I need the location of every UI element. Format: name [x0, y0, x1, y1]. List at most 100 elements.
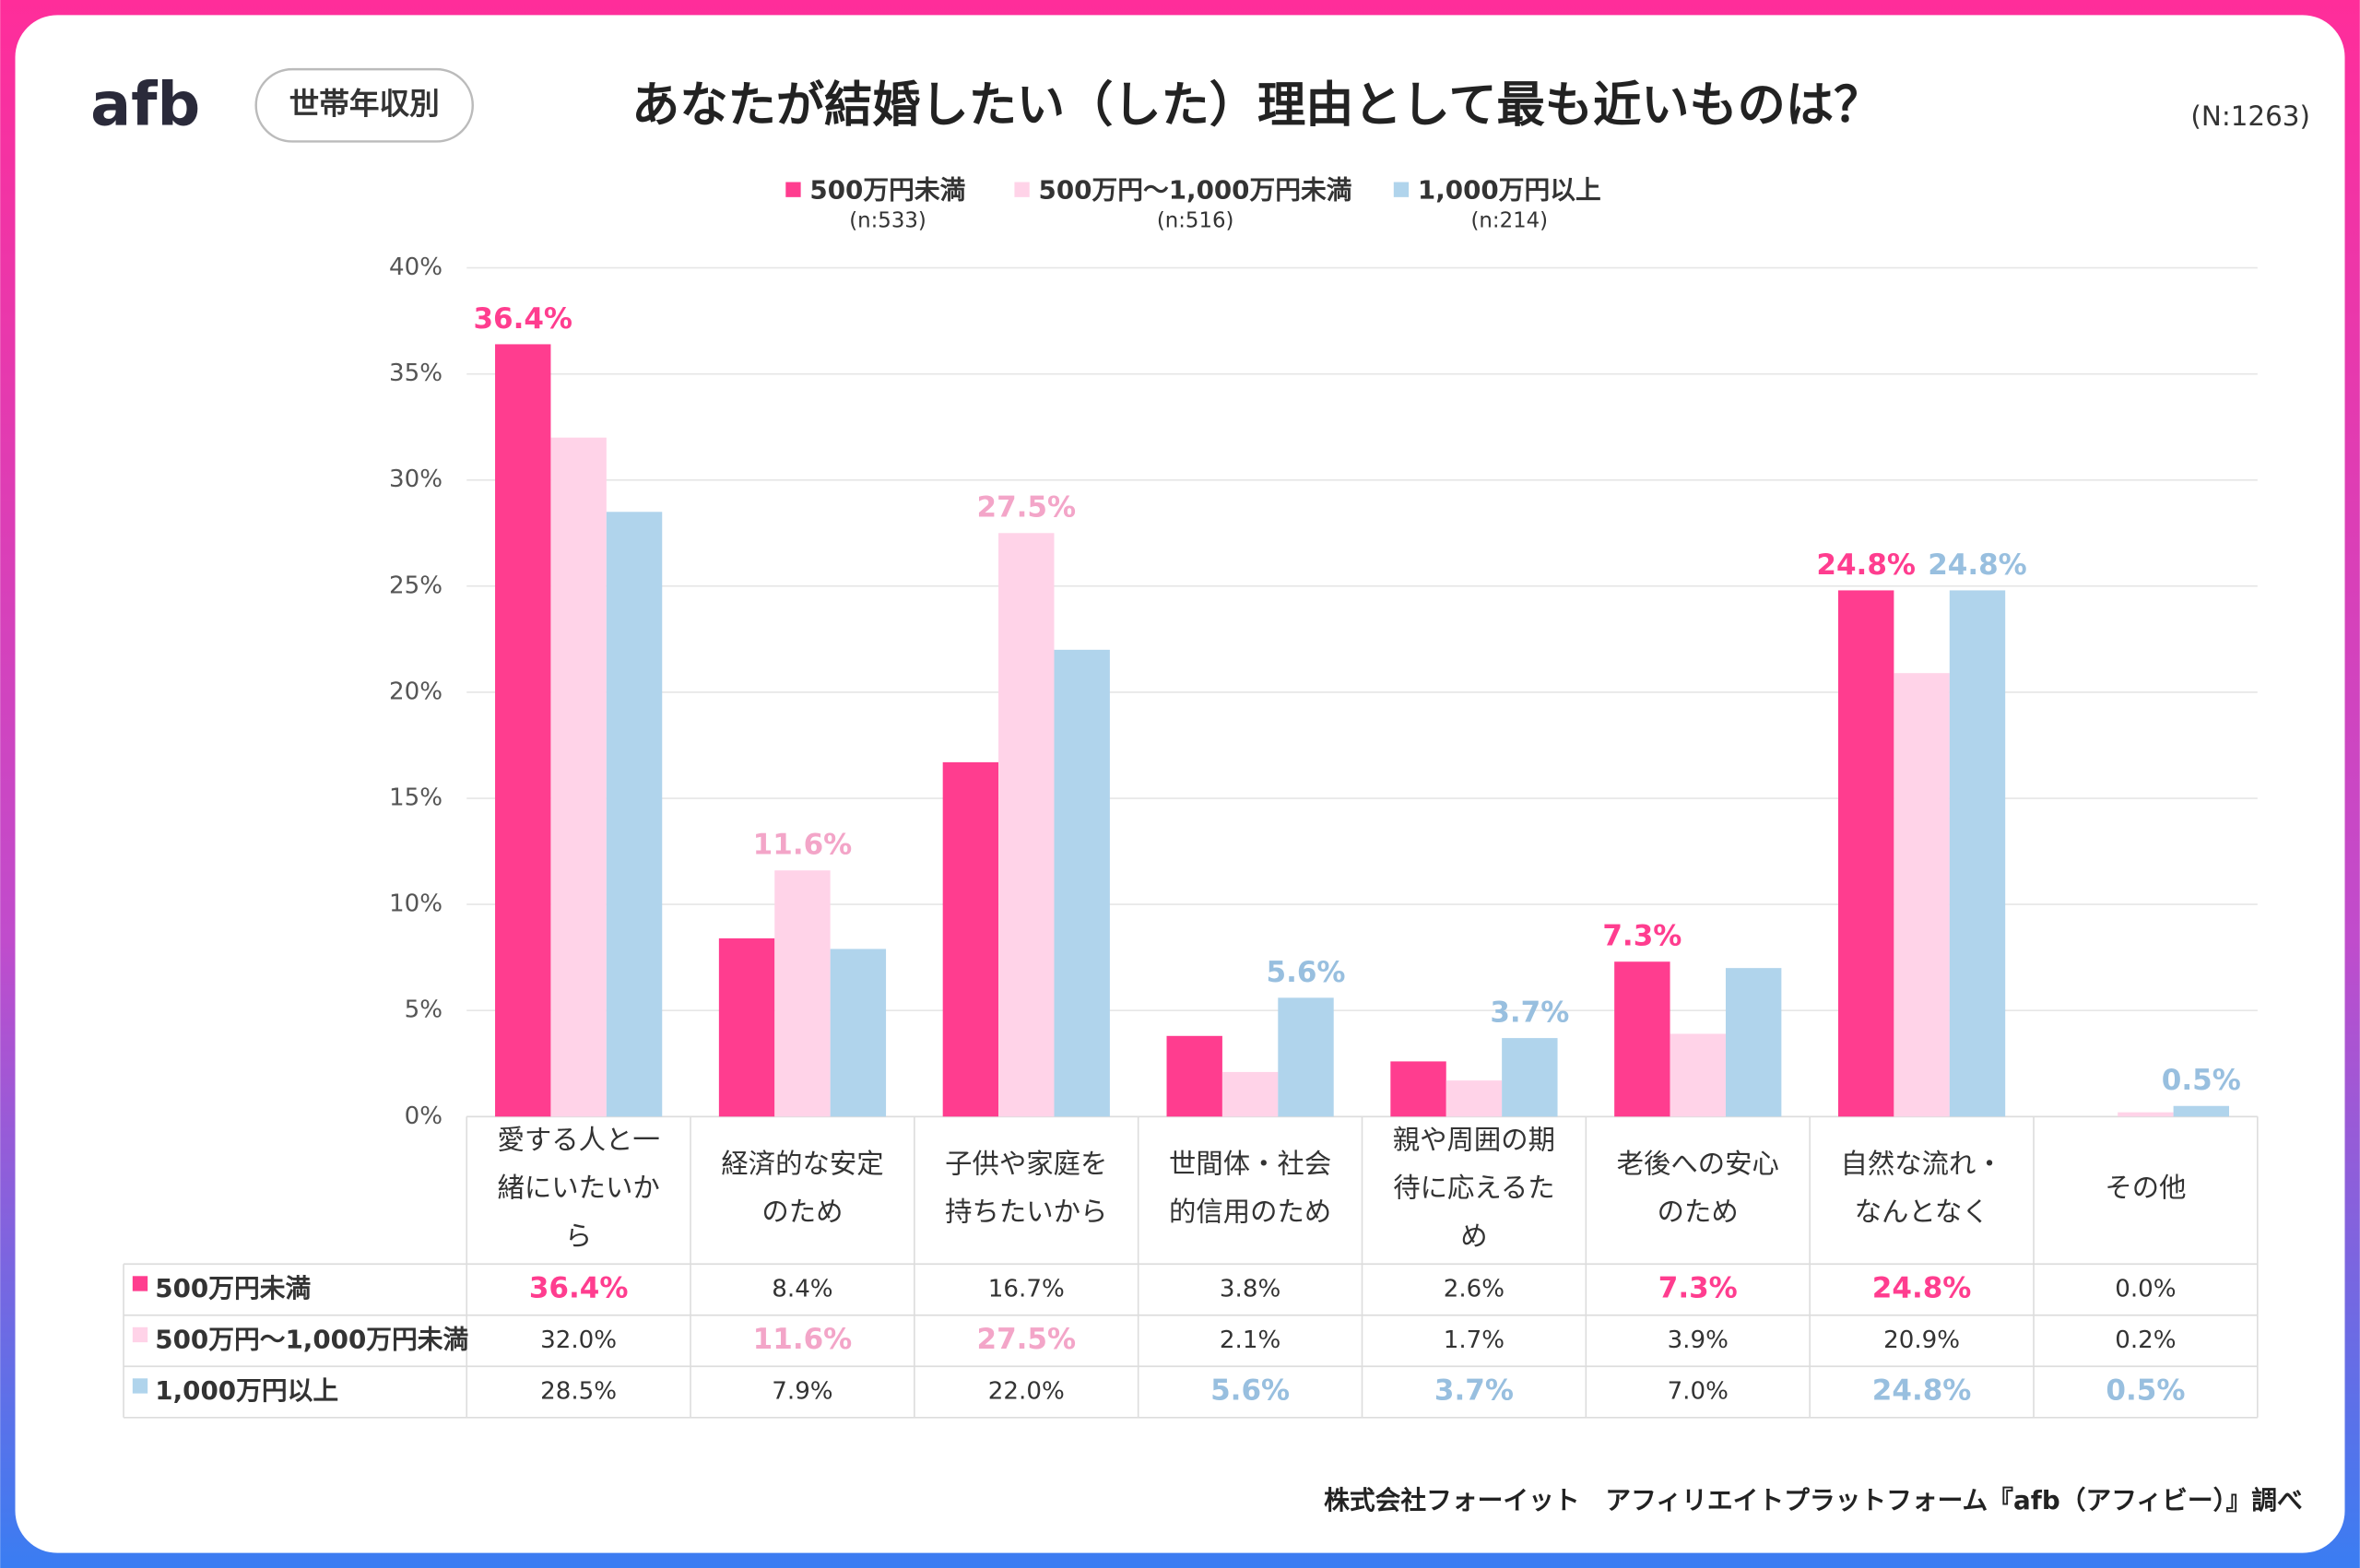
bar — [550, 437, 607, 1117]
badge: 世帯年収別 — [289, 86, 440, 121]
table-cell: 3.9% — [1668, 1326, 1729, 1354]
table-cell: 1.7% — [1444, 1326, 1504, 1354]
x-tick-line: 持ちたいから — [945, 1196, 1107, 1227]
table-cell: 5.6% — [1210, 1374, 1290, 1408]
x-tick-line: 世間体・社会 — [1169, 1148, 1331, 1179]
table-cell: 24.8% — [1872, 1271, 1972, 1304]
legend-label: 500万円〜1,000万円未満 — [1039, 174, 1352, 205]
table-cell: 11.6% — [753, 1323, 853, 1356]
data-label: 11.6% — [753, 829, 853, 862]
bar — [1390, 1061, 1446, 1117]
data-label: 5.6% — [1267, 956, 1346, 989]
data-label: 24.8% — [1928, 548, 2027, 582]
y-tick-label: 40% — [389, 253, 442, 281]
data-label: 3.7% — [1490, 996, 1569, 1029]
card — [15, 15, 2345, 1553]
table-swatch — [132, 1326, 148, 1343]
x-tick-line: 親や周囲の期 — [1393, 1124, 1555, 1155]
table-cell: 22.0% — [988, 1378, 1065, 1406]
bar — [2118, 1112, 2174, 1117]
bar — [2173, 1105, 2230, 1117]
legend-label: 1,000万円以上 — [1418, 174, 1601, 205]
table-cell: 28.5% — [540, 1378, 617, 1406]
table-cell: 3.7% — [1434, 1374, 1514, 1408]
bar — [1054, 649, 1110, 1117]
x-tick-line: 緒にいたいか — [498, 1172, 660, 1203]
x-tick-line: め — [1460, 1220, 1487, 1251]
x-tick-line: 愛する人と一 — [498, 1124, 660, 1155]
data-label: 0.5% — [2162, 1064, 2241, 1097]
table-cell: 24.8% — [1872, 1374, 1972, 1408]
x-tick-line: 待に応えるた — [1393, 1172, 1554, 1203]
table-cell: 7.0% — [1668, 1378, 1729, 1406]
bar — [718, 937, 775, 1117]
x-tick-label: 経済的な安定のため — [721, 1148, 883, 1227]
table-cell: 16.7% — [988, 1275, 1065, 1303]
bar — [1670, 1033, 1726, 1117]
y-tick-label: 20% — [389, 678, 442, 705]
bar — [1725, 968, 1782, 1117]
legend-n: (n:533) — [849, 208, 926, 232]
bar — [495, 344, 551, 1117]
bar — [1278, 997, 1334, 1117]
x-tick-line: ら — [565, 1220, 592, 1251]
legend-swatch — [785, 182, 801, 197]
x-tick-line: 自然な流れ・ — [1840, 1148, 2002, 1179]
table-row-label: 500万円未満 — [155, 1273, 311, 1303]
sample-size: (N:1263) — [2190, 100, 2310, 132]
legend-n: (n:214) — [1471, 208, 1549, 232]
x-tick-line: のため — [761, 1196, 843, 1227]
x-tick-line: なんとなく — [1855, 1196, 1989, 1227]
x-tick-line: のため — [1658, 1196, 1739, 1227]
table-cell: 7.9% — [772, 1378, 832, 1406]
table-row-label: 500万円〜1,000万円未満 — [155, 1325, 468, 1355]
bar — [606, 512, 663, 1117]
bar — [1949, 590, 2006, 1117]
table-cell: 2.1% — [1220, 1326, 1280, 1354]
chart-title: あなたが結婚したい（した）理由として最も近いものは？ — [631, 78, 1882, 134]
table-swatch — [132, 1378, 148, 1394]
table-cell: 0.0% — [2115, 1275, 2176, 1303]
y-tick-label: 30% — [389, 466, 442, 493]
data-label: 36.4% — [473, 302, 572, 336]
bar — [1837, 590, 1894, 1117]
x-tick-line: 子供や家庭を — [945, 1148, 1107, 1179]
x-tick-label: 愛する人と一緒にいたいから — [498, 1124, 660, 1251]
x-tick-line: 老後への安心 — [1617, 1148, 1779, 1179]
bar — [1166, 1035, 1222, 1117]
table-cell: 32.0% — [540, 1326, 617, 1354]
x-tick-label: その他 — [2105, 1172, 2186, 1203]
bar — [1502, 1038, 1558, 1117]
table-cell: 0.5% — [2106, 1374, 2185, 1408]
x-tick-label: 子供や家庭を持ちたいから — [945, 1148, 1107, 1227]
x-tick-label: 老後への安心のため — [1617, 1148, 1779, 1227]
bar — [942, 761, 999, 1117]
table-cell: 27.5% — [977, 1323, 1077, 1356]
table-cell: 36.4% — [529, 1271, 629, 1304]
table-cell: 0.2% — [2115, 1326, 2176, 1354]
bar — [998, 533, 1055, 1117]
logo: afb — [90, 70, 200, 140]
table-cell: 8.4% — [772, 1275, 832, 1303]
x-tick-label: 親や周囲の期待に応えるため — [1393, 1124, 1555, 1251]
legend-swatch — [1014, 182, 1030, 197]
bar — [1221, 1071, 1279, 1117]
x-tick-line: 経済的な安定 — [721, 1148, 883, 1179]
data-label: 27.5% — [977, 491, 1077, 525]
table-swatch — [132, 1276, 148, 1291]
y-tick-label: 0% — [405, 1102, 442, 1130]
table-row-label: 1,000万円以上 — [155, 1375, 338, 1406]
table-cell: 3.8% — [1220, 1275, 1280, 1303]
bar — [1446, 1080, 1503, 1117]
x-tick-line: 的信用のため — [1169, 1196, 1331, 1227]
y-tick-label: 10% — [389, 890, 442, 918]
y-tick-label: 5% — [405, 996, 442, 1024]
x-tick-label: 自然な流れ・なんとなく — [1840, 1148, 2002, 1227]
table-cell: 2.6% — [1444, 1275, 1504, 1303]
bar — [1894, 673, 1950, 1117]
x-tick-line: その他 — [2105, 1172, 2186, 1203]
y-tick-label: 25% — [389, 572, 442, 599]
data-label: 24.8% — [1816, 548, 1916, 582]
